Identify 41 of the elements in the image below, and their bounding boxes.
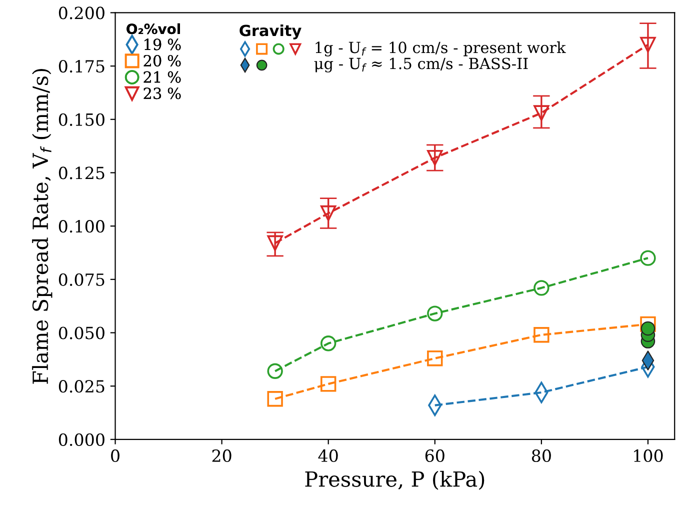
point xyxy=(640,36,656,53)
x-axis-title: Pressure, P (kPa) xyxy=(305,470,484,490)
point xyxy=(267,391,283,407)
point xyxy=(267,363,283,379)
x-tick-label: 40 xyxy=(318,449,338,462)
point xyxy=(427,150,443,166)
y-tick-label: 0.000 xyxy=(58,433,104,446)
y-tick-label: 0.175 xyxy=(58,60,104,73)
legend-label: 23 % xyxy=(144,88,181,100)
y-tick-label: 0.050 xyxy=(58,326,104,340)
annotation: Gravity xyxy=(240,24,302,40)
annotation: μg - U$_{f}$ ≈ 1.5 cm/s - BASS-II xyxy=(314,58,528,72)
point xyxy=(267,235,283,251)
x-tick-label: 60 xyxy=(425,449,444,462)
y-axis-title: Flame Spread Rate, V$_{f}$ (mm/s) xyxy=(32,68,52,384)
legend-title: O₂%vol xyxy=(126,23,180,34)
point xyxy=(534,327,550,343)
point xyxy=(640,316,656,332)
point xyxy=(427,306,443,322)
point xyxy=(534,280,550,296)
point xyxy=(640,321,656,336)
legend-label: 20 % xyxy=(144,54,181,67)
y-tick-label: 0.100 xyxy=(58,220,104,233)
y-tick-label: 0.200 xyxy=(58,6,104,20)
legend-label: 19 % xyxy=(144,38,181,50)
x-tick-label: 80 xyxy=(532,449,551,462)
y-tick-label: 0.125 xyxy=(58,166,104,180)
y-tick-label: 0.075 xyxy=(58,273,104,286)
y-tick-label: 0.025 xyxy=(58,380,104,393)
x-tick-label: 100 xyxy=(634,449,663,462)
point xyxy=(640,250,656,266)
annotation: 1g - U$_{f}$ = 10 cm/s - present work xyxy=(316,41,566,56)
legend-label: 21 % xyxy=(144,71,181,83)
x-tick-label: 20 xyxy=(212,449,232,462)
point xyxy=(427,350,443,366)
point xyxy=(320,376,336,392)
y-tick-label: 0.150 xyxy=(58,113,104,126)
point xyxy=(534,105,550,121)
point xyxy=(320,205,336,222)
x-tick-label: 0 xyxy=(111,449,120,462)
point xyxy=(320,336,336,352)
